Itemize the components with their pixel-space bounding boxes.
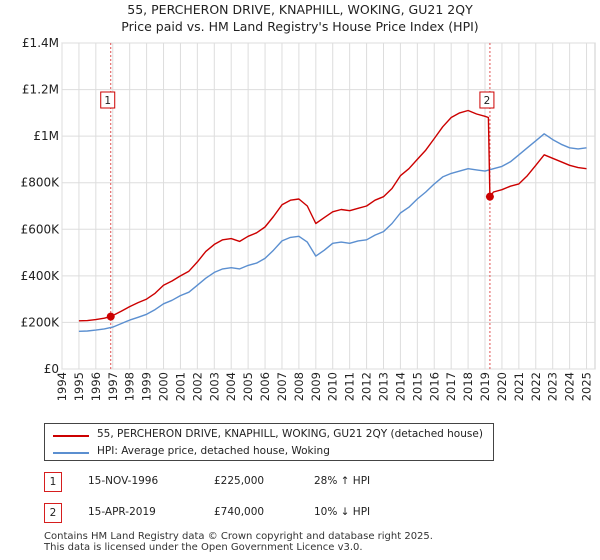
x-tick-label: 1995 <box>72 372 86 401</box>
chart-title: 55, PERCHERON DRIVE, KNAPHILL, WOKING, G… <box>127 2 473 17</box>
sale-hpi-diff: 10% ↓ HPI <box>314 506 371 518</box>
x-tick-label: 2015 <box>410 372 424 401</box>
x-tick-label: 2016 <box>427 372 441 401</box>
sale-price: £740,000 <box>214 506 265 518</box>
y-tick-label: £200K <box>21 315 61 329</box>
sale-hpi-diff: 28% ↑ HPI <box>314 475 371 487</box>
x-tick-label: 1996 <box>89 372 103 401</box>
x-tick-label: 2014 <box>393 372 407 401</box>
sale-point <box>485 192 494 201</box>
x-tick-label: 2017 <box>444 372 458 401</box>
sale-label-box <box>100 91 116 109</box>
sale-row: 2 15-APR-2019 £740,000 10% ↓ HPI <box>44 503 444 523</box>
sale-date: 15-NOV-1996 <box>88 475 159 487</box>
x-tick-label: 2025 <box>580 372 594 401</box>
x-tick-label: 2012 <box>360 372 374 401</box>
sale-point <box>106 312 115 321</box>
x-tick-label: 1997 <box>106 372 120 401</box>
chart-subtitle: Price paid vs. HM Land Registry's House … <box>121 19 479 34</box>
footer: Contains HM Land Registry data © Crown c… <box>44 531 433 553</box>
x-tick-label: 2000 <box>157 372 171 401</box>
x-tick-label: 2010 <box>326 372 340 401</box>
x-tick-label: 2002 <box>190 372 204 401</box>
x-tick-label: 2009 <box>309 372 323 401</box>
x-tick-label: 2006 <box>258 372 272 401</box>
y-tick-label: £1M <box>33 129 59 143</box>
x-tick-label: 2023 <box>546 372 560 401</box>
x-tick-label: 1998 <box>123 372 137 401</box>
legend-label-hpi: HPI: Average price, detached house, Woki… <box>97 445 330 457</box>
x-tick-label: 2013 <box>376 372 390 401</box>
x-tick-label: 2001 <box>173 372 187 401</box>
x-tick-label: 1994 <box>55 372 69 401</box>
sale-label-number: 2 <box>484 95 491 107</box>
series-line-property <box>78 109 587 322</box>
sale-row: 1 15-NOV-1996 £225,000 28% ↑ HPI <box>44 472 444 492</box>
y-tick-label: £600K <box>21 222 61 236</box>
x-tick-label: 2004 <box>224 372 238 401</box>
legend-swatch-hpi <box>53 452 89 454</box>
y-tick-label: £1.2M <box>22 83 59 97</box>
legend-label-property: 55, PERCHERON DRIVE, KNAPHILL, WOKING, G… <box>97 428 483 440</box>
legend-swatch-property <box>53 435 89 437</box>
x-tick-label: 2008 <box>292 372 306 401</box>
x-tick-label: 2005 <box>241 372 255 401</box>
x-tick-label: 1999 <box>140 372 154 401</box>
x-tick-label: 2019 <box>478 372 492 401</box>
x-tick-label: 2007 <box>275 372 289 401</box>
y-tick-label: £0 <box>44 362 59 376</box>
x-tick-label: 2018 <box>461 372 475 401</box>
x-tick-label: 2020 <box>495 372 509 401</box>
series-line-hpi <box>78 133 587 332</box>
legend-item-hpi: HPI: Average price, detached house, Woki… <box>45 445 491 461</box>
chart-legend: 55, PERCHERON DRIVE, KNAPHILL, WOKING, G… <box>44 423 494 461</box>
sale-label-box <box>479 91 495 109</box>
plot-area <box>61 42 596 370</box>
x-tick-label: 2024 <box>563 372 577 401</box>
x-tick-label: 2003 <box>207 372 221 401</box>
footer-copyright: Contains HM Land Registry data © Crown c… <box>44 531 433 542</box>
y-tick-label: £1.4M <box>22 36 59 50</box>
y-tick-label: £800K <box>21 176 61 190</box>
sale-price: £225,000 <box>214 475 265 487</box>
x-tick-label: 2011 <box>343 372 357 401</box>
sale-marker-badge: 1 <box>44 472 62 492</box>
sale-label-number: 1 <box>104 95 111 107</box>
sale-marker-badge: 2 <box>44 503 62 523</box>
sale-date: 15-APR-2019 <box>88 506 156 518</box>
x-tick-label: 2022 <box>529 372 543 401</box>
legend-item-property: 55, PERCHERON DRIVE, KNAPHILL, WOKING, G… <box>45 428 491 444</box>
footer-licence: This data is licensed under the Open Gov… <box>44 542 363 553</box>
y-tick-label: £400K <box>21 269 61 283</box>
x-tick-label: 2021 <box>512 372 526 401</box>
